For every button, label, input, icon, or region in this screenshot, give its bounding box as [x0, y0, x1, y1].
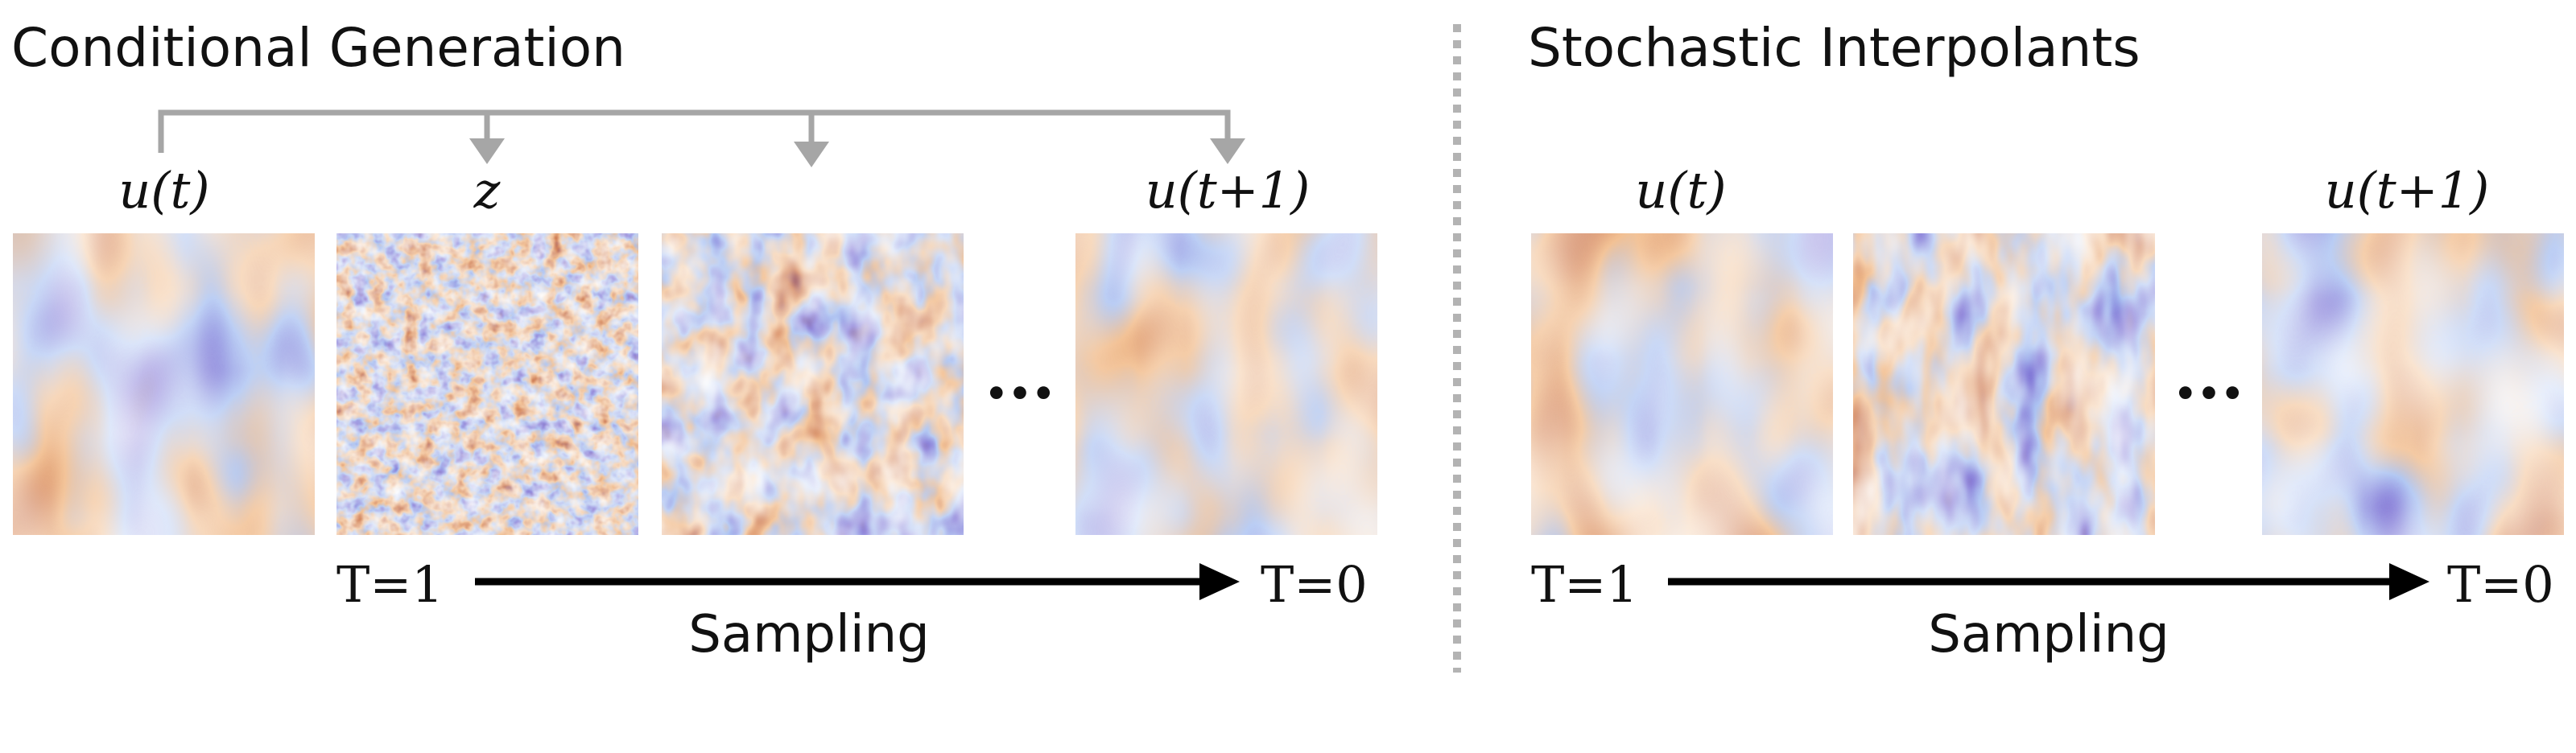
sampling-caption-right: Sampling — [1928, 605, 2169, 665]
right-panel: Stochastic Interpolants u(t) u(t+1) ... … — [1528, 17, 2564, 665]
left-panel-title: Conditional Generation — [11, 17, 625, 79]
label-u-t-right: u(t) — [1635, 161, 1726, 220]
connector-arrow-end — [1210, 138, 1245, 164]
frame-ut-right — [1531, 233, 1833, 535]
ellipsis-left: ... — [985, 335, 1055, 414]
label-z: z — [473, 161, 501, 220]
label-u-t1-left: u(t+1) — [1146, 161, 1311, 220]
t-end-left: T=0 — [1261, 555, 1368, 614]
connector-arrow-mid — [794, 142, 829, 167]
connector-arrow-z — [469, 138, 505, 164]
frame-intermediate — [662, 233, 964, 535]
frame-noise-z — [336, 233, 638, 535]
left-panel: Conditional Generation u(t) z u(t+1) ...… — [11, 17, 1377, 665]
sampling-caption-left: Sampling — [688, 605, 930, 665]
sampling-arrowhead-left — [1199, 563, 1240, 600]
frame-ut1-right — [2262, 233, 2564, 535]
frame-interpolant — [1853, 233, 2155, 535]
label-u-t-left: u(t) — [118, 161, 209, 220]
sampling-arrowhead-right — [2389, 563, 2429, 600]
condition-connector — [158, 109, 1231, 153]
frame-ut-left — [13, 233, 315, 535]
connector-main-line — [158, 109, 1231, 153]
t-start-left: T=1 — [336, 555, 444, 614]
ellipsis-right: ... — [2174, 335, 2244, 414]
t-start-right: T=1 — [1531, 555, 1638, 614]
frame-ut1-left — [1075, 233, 1377, 535]
right-panel-title: Stochastic Interpolants — [1528, 17, 2140, 79]
t-end-right: T=0 — [2447, 555, 2554, 614]
label-u-t1-right: u(t+1) — [2325, 161, 2490, 220]
